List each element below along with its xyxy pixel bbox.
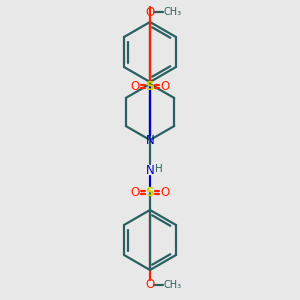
Text: N: N — [146, 134, 154, 146]
Text: S: S — [146, 185, 154, 199]
Text: CH₃: CH₃ — [164, 280, 182, 290]
Text: O: O — [146, 5, 154, 19]
Text: O: O — [160, 185, 169, 199]
Text: O: O — [130, 80, 140, 92]
Text: O: O — [160, 80, 169, 92]
Text: O: O — [146, 278, 154, 292]
Text: O: O — [130, 185, 140, 199]
Text: N: N — [146, 164, 154, 176]
Text: CH₃: CH₃ — [164, 7, 182, 17]
Text: H: H — [155, 164, 163, 174]
Text: S: S — [146, 80, 154, 92]
